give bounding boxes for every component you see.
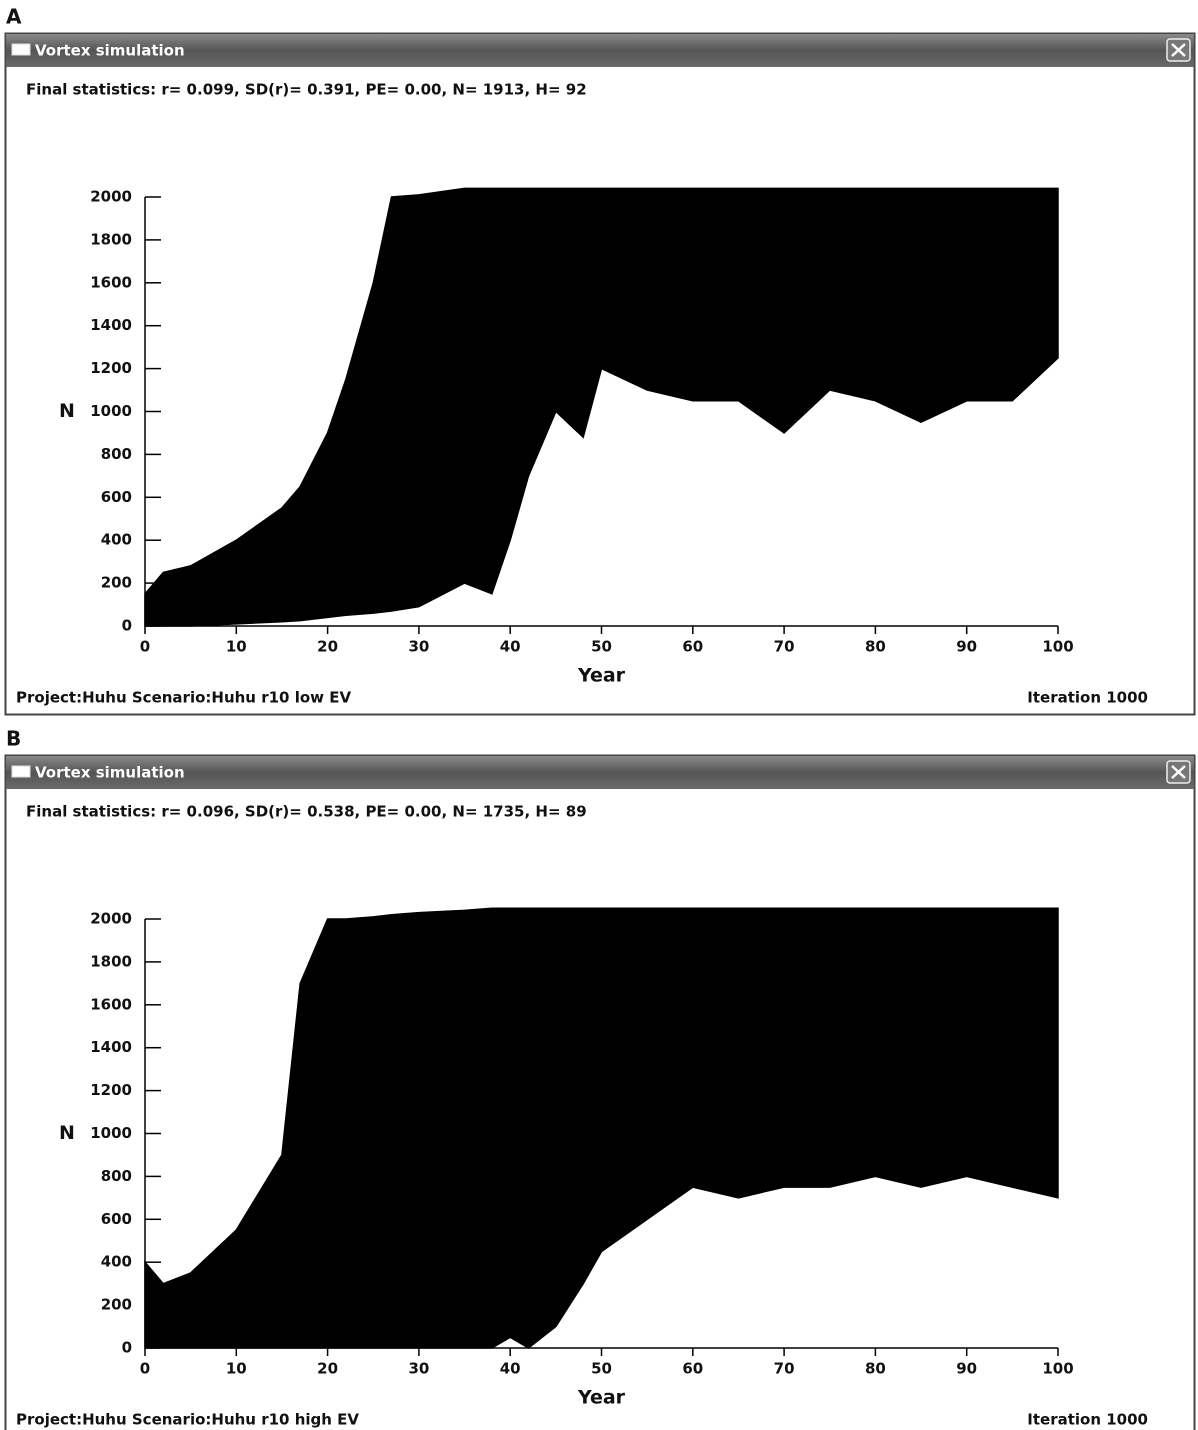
x-axis-label: Year (577, 1387, 626, 1409)
window-title: Vortex simulation (35, 764, 185, 782)
y-axis-label: N (59, 400, 75, 422)
y-tick-label: 800 (101, 1167, 132, 1185)
y-tick-label: 2000 (90, 188, 132, 206)
x-tick-label: 20 (317, 638, 338, 656)
y-tick-label: 2000 (90, 910, 132, 928)
y-axis-label: N (59, 1122, 75, 1144)
x-tick-label: 90 (956, 638, 977, 656)
x-tick-label: 30 (408, 1360, 429, 1378)
close-icon (1171, 765, 1186, 779)
y-tick-label: 400 (101, 1253, 132, 1271)
x-axis-label: Year (577, 665, 626, 687)
panel: A Vortex simulation Final statistics: r= 0… (4, 5, 1196, 716)
y-tick-label: 1400 (90, 316, 132, 334)
close-icon (1171, 43, 1186, 57)
x-tick-label: 70 (774, 1360, 795, 1378)
trajectory-band (144, 187, 1059, 627)
x-tick-label: 100 (1042, 638, 1073, 656)
y-tick-label: 1800 (90, 230, 132, 248)
x-tick-label: 0 (140, 638, 150, 656)
y-tick-label: 1200 (90, 1081, 132, 1099)
project-scenario: Project:Huhu Scenario:Huhu r10 high EV (16, 1411, 359, 1429)
y-tick-label: 1000 (90, 402, 132, 420)
window-title: Vortex simulation (35, 42, 185, 60)
close-button[interactable] (1166, 760, 1191, 784)
panel: B Vortex simulation Final statistics: r= 0… (4, 727, 1196, 1430)
x-tick-label: 60 (682, 1360, 703, 1378)
x-tick-label: 50 (591, 1360, 612, 1378)
x-tick-label: 80 (865, 1360, 886, 1378)
y-tick-label: 0 (122, 1339, 132, 1357)
panel-label: B (6, 727, 21, 751)
y-tick-label: 400 (101, 531, 132, 549)
x-tick-label: 100 (1042, 1360, 1073, 1378)
y-tick-label: 1600 (90, 995, 132, 1013)
y-tick-label: 1600 (90, 273, 132, 291)
x-tick-label: 10 (226, 1360, 247, 1378)
window-icon (11, 765, 31, 778)
x-tick-label: 20 (317, 1360, 338, 1378)
final-statistics: Final statistics: r= 0.099, SD(r)= 0.391… (26, 81, 587, 99)
final-statistics: Final statistics: r= 0.096, SD(r)= 0.538… (26, 803, 587, 821)
x-tick-label: 80 (865, 638, 886, 656)
x-tick-label: 90 (956, 1360, 977, 1378)
y-tick-label: 1200 (90, 359, 132, 377)
y-tick-label: 600 (101, 1210, 132, 1228)
y-tick-label: 1000 (90, 1124, 132, 1142)
x-tick-label: 70 (774, 638, 795, 656)
x-tick-label: 0 (140, 1360, 150, 1378)
panel-label: A (6, 5, 22, 29)
y-tick-label: 200 (101, 574, 132, 592)
x-tick-label: 30 (408, 638, 429, 656)
y-tick-label: 800 (101, 445, 132, 463)
y-tick-label: 600 (101, 488, 132, 506)
title-bar (6, 756, 1194, 789)
x-tick-label: 40 (500, 1360, 521, 1378)
x-tick-label: 10 (226, 638, 247, 656)
x-tick-label: 40 (500, 638, 521, 656)
close-button[interactable] (1166, 38, 1191, 62)
window-icon (11, 43, 31, 56)
y-tick-label: 1400 (90, 1038, 132, 1056)
y-tick-label: 1800 (90, 952, 132, 970)
project-scenario: Project:Huhu Scenario:Huhu r10 low EV (16, 689, 351, 707)
iteration: Iteration 1000 (1027, 1411, 1148, 1429)
y-tick-label: 200 (101, 1296, 132, 1314)
title-bar (6, 34, 1194, 67)
iteration: Iteration 1000 (1027, 689, 1148, 707)
x-tick-label: 50 (591, 638, 612, 656)
y-tick-label: 0 (122, 617, 132, 635)
x-tick-label: 60 (682, 638, 703, 656)
